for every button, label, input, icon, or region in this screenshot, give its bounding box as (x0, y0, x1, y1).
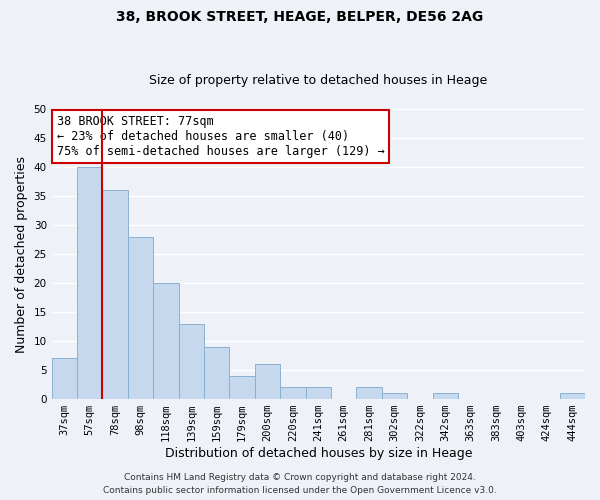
Bar (433, 394, 458, 399)
Bar (305, 388, 331, 399)
Bar (356, 388, 382, 399)
Bar (560, 394, 585, 399)
Bar (204, 347, 229, 399)
Bar (128, 236, 153, 399)
Bar (280, 388, 305, 399)
Bar (179, 324, 204, 399)
Y-axis label: Number of detached properties: Number of detached properties (15, 156, 28, 352)
Title: Size of property relative to detached houses in Heage: Size of property relative to detached ho… (149, 74, 487, 87)
Bar (255, 364, 280, 399)
Text: Contains HM Land Registry data © Crown copyright and database right 2024.
Contai: Contains HM Land Registry data © Crown c… (103, 474, 497, 495)
X-axis label: Distribution of detached houses by size in Heage: Distribution of detached houses by size … (164, 447, 472, 460)
Text: 38, BROOK STREET, HEAGE, BELPER, DE56 2AG: 38, BROOK STREET, HEAGE, BELPER, DE56 2A… (116, 10, 484, 24)
Bar (229, 376, 255, 399)
Bar (52, 358, 77, 399)
Bar (103, 190, 128, 399)
Text: 38 BROOK STREET: 77sqm
← 23% of detached houses are smaller (40)
75% of semi-det: 38 BROOK STREET: 77sqm ← 23% of detached… (57, 115, 385, 158)
Bar (382, 394, 407, 399)
Bar (153, 283, 179, 399)
Bar (77, 167, 103, 399)
